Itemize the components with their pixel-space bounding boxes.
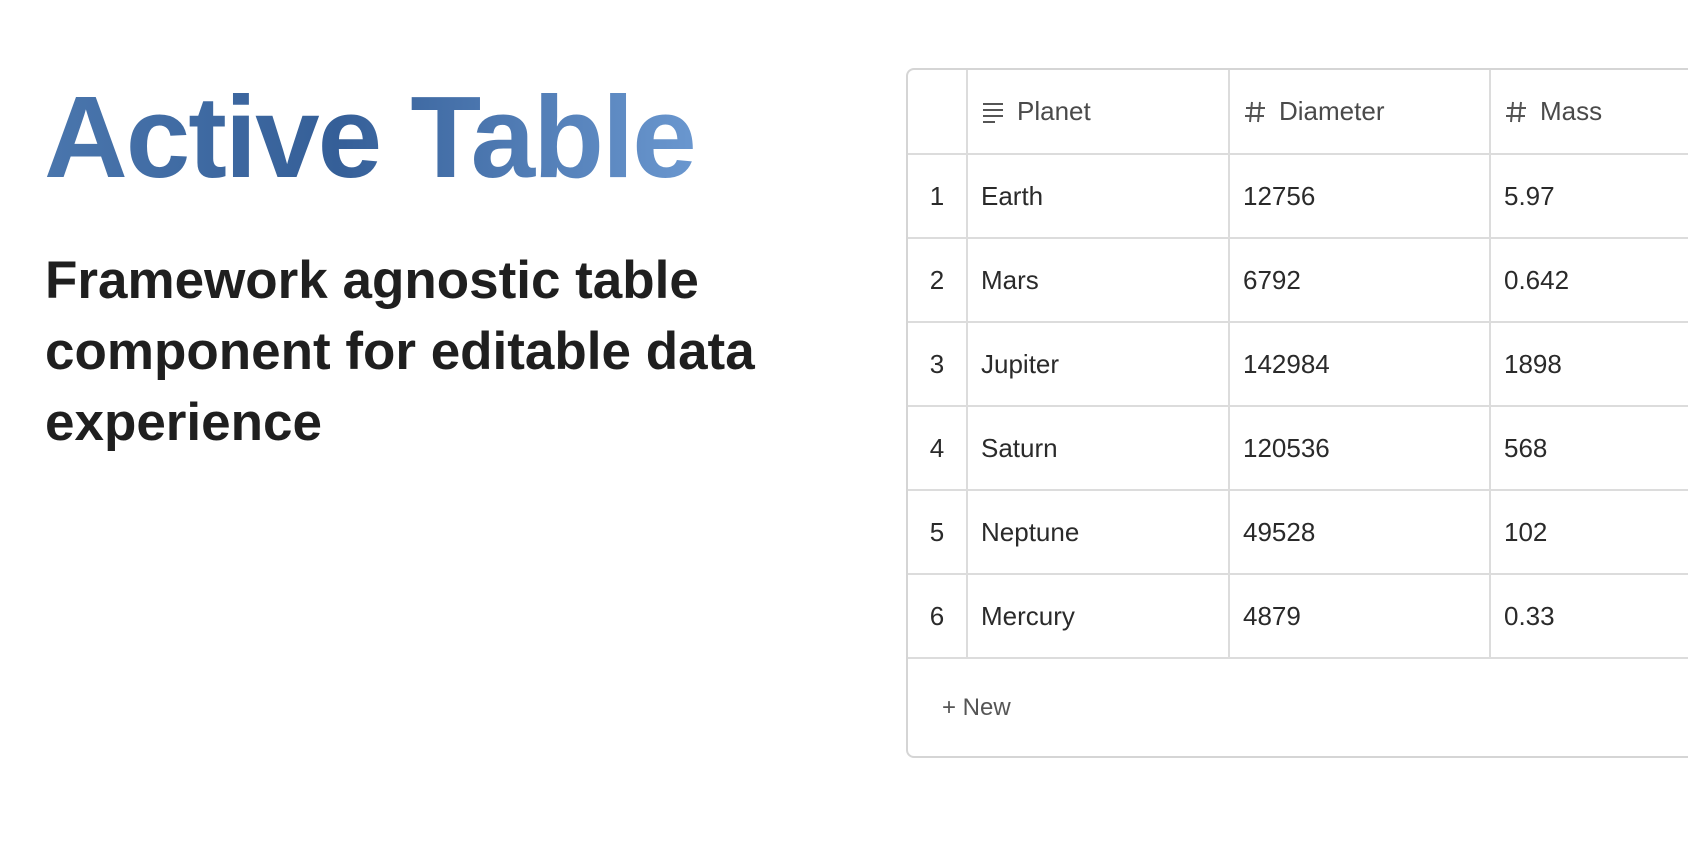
index-header-cell (908, 70, 968, 155)
table-cell[interactable]: Earth (967, 154, 1230, 239)
row-index: 5 (908, 490, 968, 575)
new-row-area: + New (908, 660, 1688, 756)
table-cell[interactable]: Saturn (967, 406, 1230, 491)
table-cell[interactable]: Jupiter (967, 322, 1230, 407)
page-title: Active Table (44, 68, 697, 207)
active-table: Planet Diameter (906, 68, 1688, 758)
table-cell[interactable]: Neptune (967, 490, 1230, 575)
add-row-button[interactable]: + New (942, 694, 1011, 721)
row-index: 3 (908, 322, 968, 407)
table-row: 1 Earth 12756 5.97 (908, 154, 1688, 239)
text-lines-icon (983, 102, 1003, 123)
table-row: 3 Jupiter 142984 1898 (908, 322, 1688, 407)
table-cell[interactable]: Mars (967, 238, 1230, 323)
column-header-label: Mass (1540, 96, 1603, 126)
row-index: 4 (908, 406, 968, 491)
column-header-label: Planet (1017, 96, 1091, 126)
table-row: 4 Saturn 120536 568 (908, 406, 1688, 491)
table-cell[interactable]: 102 (1490, 490, 1688, 575)
hash-icon (1245, 101, 1265, 122)
table-cell[interactable]: 49528 (1229, 490, 1491, 575)
row-index: 6 (908, 574, 968, 659)
row-index: 2 (908, 238, 968, 323)
column-header-planet[interactable]: Planet (967, 70, 1230, 155)
table-cell[interactable]: 4879 (1229, 574, 1491, 659)
table-cell[interactable]: 6792 (1229, 238, 1491, 323)
table-row: 2 Mars 6792 0.642 (908, 238, 1688, 323)
table-cell[interactable]: 12756 (1229, 154, 1491, 239)
page-subtitle: Framework agnostic table component for e… (45, 251, 755, 452)
column-header-mass[interactable]: Mass (1490, 70, 1688, 155)
table-cell[interactable]: 1898 (1490, 322, 1688, 407)
table-cell[interactable]: 142984 (1229, 322, 1491, 407)
table-cell[interactable]: 568 (1490, 406, 1688, 491)
row-index: 1 (908, 154, 968, 239)
table-row: 6 Mercury 4879 0.33 (908, 574, 1688, 659)
table-cell[interactable]: 120536 (1229, 406, 1491, 491)
header-row: Planet Diameter (908, 70, 1688, 155)
hash-icon (1506, 101, 1526, 122)
table-row: 5 Neptune 49528 102 (908, 490, 1688, 575)
table-cell[interactable]: 5.97 (1490, 154, 1688, 239)
table-cell[interactable]: 0.33 (1490, 574, 1688, 659)
column-header-label: Diameter (1279, 96, 1385, 126)
data-table: Planet Diameter (908, 70, 1688, 659)
table-cell[interactable]: Mercury (967, 574, 1230, 659)
table-cell[interactable]: 0.642 (1490, 238, 1688, 323)
column-header-diameter[interactable]: Diameter (1229, 70, 1491, 155)
